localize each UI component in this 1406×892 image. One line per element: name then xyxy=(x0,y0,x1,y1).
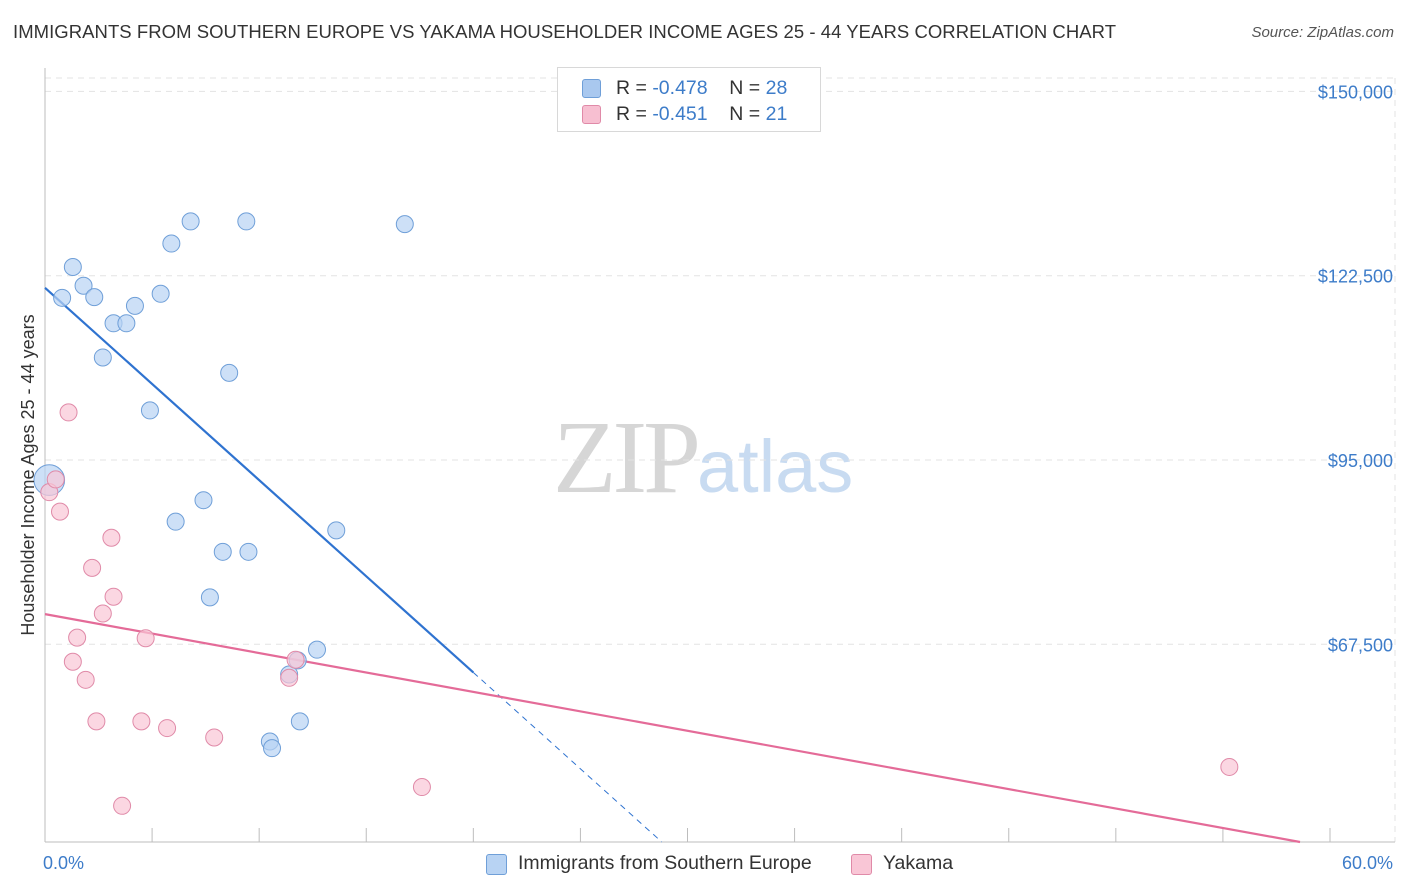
y-axis-label: Householder Income Ages 25 - 44 years xyxy=(18,314,38,635)
watermark-atlas: atlas xyxy=(697,425,854,508)
point-yakama xyxy=(205,728,224,747)
legend-swatch-blue xyxy=(582,79,601,98)
point-yakama xyxy=(59,403,78,422)
point-southern-europe xyxy=(166,512,185,531)
point-southern-europe xyxy=(395,215,414,234)
axes xyxy=(44,68,1395,843)
point-southern-europe xyxy=(307,640,326,659)
point-yakama xyxy=(87,712,106,731)
point-southern-europe xyxy=(263,739,282,758)
bottom-legend-swatch-blue xyxy=(486,854,507,875)
point-yakama xyxy=(286,650,305,669)
trend-line-yakama xyxy=(44,613,1301,844)
point-southern-europe xyxy=(200,588,219,607)
point-yakama xyxy=(46,470,65,489)
point-yakama xyxy=(113,796,132,815)
x-tick-label-max: 60.0% xyxy=(1342,853,1393,873)
trend-line-southern-europe-extrapolated xyxy=(472,672,663,843)
point-yakama xyxy=(76,670,95,689)
point-yakama xyxy=(104,587,123,606)
point-southern-europe xyxy=(290,712,309,731)
point-southern-europe xyxy=(93,348,112,367)
zipatlas-watermark: ZIPatlas xyxy=(553,398,853,517)
y-tick-label: $150,000 xyxy=(1318,82,1393,102)
point-southern-europe xyxy=(239,542,258,561)
point-southern-europe xyxy=(151,284,170,303)
bottom-legend-label-yakama: Yakama xyxy=(883,852,954,874)
bottom-legend-swatch-pink xyxy=(851,854,872,875)
point-yakama xyxy=(83,558,102,577)
point-southern-europe xyxy=(220,363,239,382)
point-southern-europe xyxy=(125,296,144,315)
point-southern-europe xyxy=(213,542,232,561)
axis-labels: $150,000 $122,500 $95,000 $67,500 0.0% 60.0% H… xyxy=(18,82,1393,873)
point-southern-europe xyxy=(327,521,346,540)
point-yakama xyxy=(1220,757,1239,776)
point-yakama xyxy=(68,628,87,647)
legend-swatch-pink xyxy=(582,105,601,124)
point-yakama xyxy=(280,668,299,687)
correlation-legend: R = -0.478 N = 28 R = -0.451 N = 21 xyxy=(557,67,821,132)
point-southern-europe xyxy=(63,257,82,276)
point-southern-europe xyxy=(194,491,213,510)
y-tick-label: $95,000 xyxy=(1328,451,1393,471)
x-tick-label-min: 0.0% xyxy=(43,853,84,873)
point-southern-europe xyxy=(140,401,159,420)
point-southern-europe xyxy=(162,234,181,253)
source-label: Source: ZipAtlas.com xyxy=(1251,24,1394,41)
point-yakama xyxy=(102,528,121,547)
watermark-zip: ZIP xyxy=(553,400,701,515)
point-southern-europe xyxy=(237,212,256,231)
gridlines xyxy=(45,77,1396,842)
chart-title: IMMIGRANTS FROM SOUTHERN EUROPE VS YAKAM… xyxy=(13,21,1117,42)
point-yakama xyxy=(136,629,155,648)
y-tick-label: $122,500 xyxy=(1318,267,1393,287)
point-southern-europe xyxy=(74,276,93,295)
point-yakama xyxy=(63,652,82,671)
point-southern-europe xyxy=(53,288,72,307)
trend-line-southern-europe xyxy=(44,286,475,674)
y-tick-label: $67,500 xyxy=(1328,635,1393,655)
point-yakama xyxy=(93,604,112,623)
point-yakama xyxy=(158,719,177,738)
point-southern-europe xyxy=(85,288,104,307)
point-southern-europe xyxy=(181,212,200,231)
point-southern-europe xyxy=(117,314,136,333)
point-yakama xyxy=(412,778,431,797)
legend-stats-yakama: R = -0.451 N = 21 xyxy=(616,103,788,125)
trend-lines xyxy=(44,286,1301,844)
point-yakama xyxy=(50,502,69,521)
point-yakama xyxy=(132,712,151,731)
legend-stats-southern-europe: R = -0.478 N = 28 xyxy=(616,77,788,99)
data-points xyxy=(33,212,1239,815)
bottom-legend-label-southern-europe: Immigrants from Southern Europe xyxy=(518,852,812,874)
